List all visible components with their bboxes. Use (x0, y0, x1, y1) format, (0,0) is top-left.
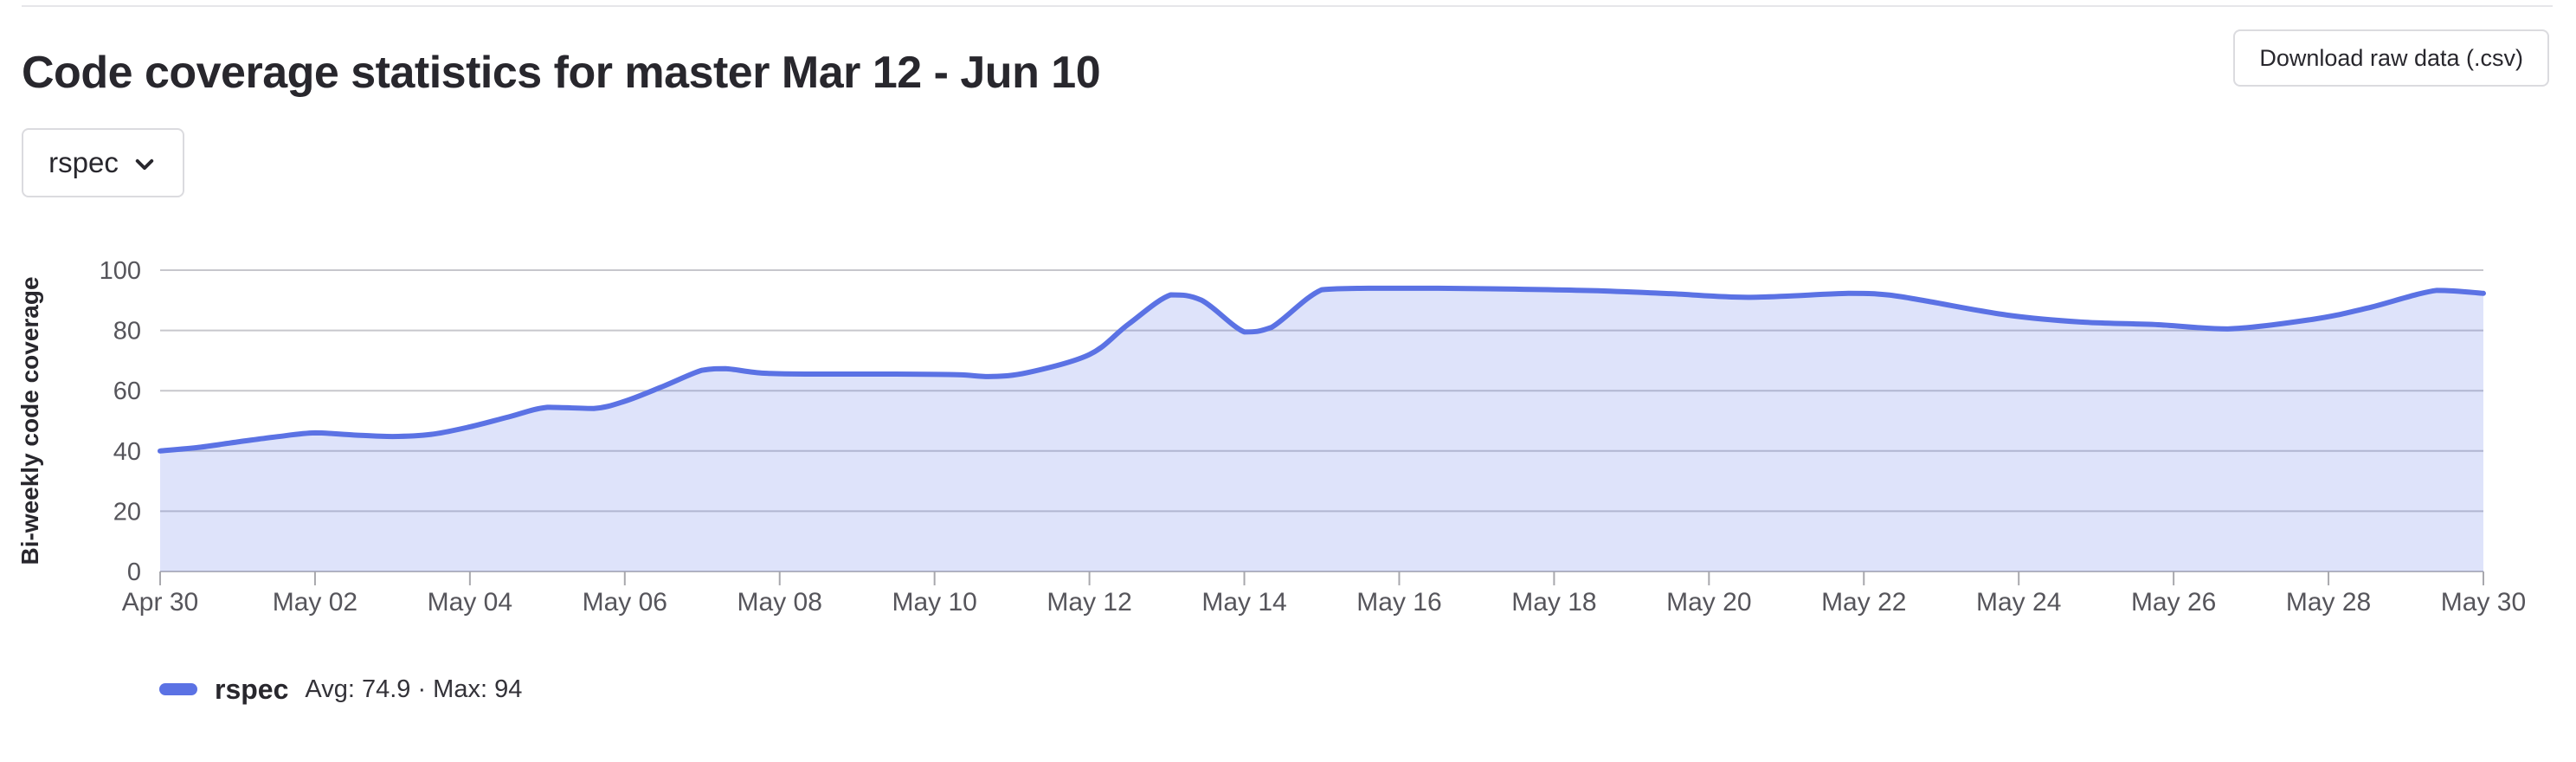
svg-text:100: 100 (100, 257, 141, 285)
grid-lines (160, 269, 2483, 572)
svg-text:Apr 30: Apr 30 (122, 588, 198, 617)
svg-text:May 10: May 10 (892, 588, 976, 617)
svg-text:May 12: May 12 (1046, 588, 1131, 617)
svg-text:May 02: May 02 (273, 588, 357, 617)
svg-text:40: 40 (113, 438, 141, 466)
area-fill (160, 287, 2483, 572)
svg-text:May 24: May 24 (1976, 588, 2061, 617)
svg-text:60: 60 (113, 378, 141, 405)
svg-text:May 18: May 18 (1511, 588, 1596, 617)
svg-text:May 04: May 04 (428, 588, 512, 617)
y-axis-title: Bi-weekly code coverage (16, 276, 43, 565)
legend-series-stats: Avg: 74.9 · Max: 94 (305, 675, 523, 703)
svg-text:0: 0 (127, 559, 141, 586)
legend-series-name: rspec (215, 673, 289, 705)
x-axis-labels: Apr 30 May 02 May 04 May 06 May 08 May 10 May … (122, 588, 2526, 617)
x-axis-ticks (159, 572, 2484, 585)
top-divider (22, 5, 2553, 7)
area-chart-svg: 0 20 40 60 80 100 Apr 30 May 02 May 04 May 06 May … (16, 257, 2526, 617)
svg-text:May 30: May 30 (2441, 588, 2526, 617)
svg-text:May 14: May 14 (1201, 588, 1286, 617)
legend-swatch (159, 683, 197, 695)
chevron-down-icon (135, 158, 154, 171)
svg-text:May 28: May 28 (2286, 588, 2371, 617)
dropdown-selected-label: rspec (48, 146, 119, 178)
svg-text:May 06: May 06 (583, 588, 667, 617)
y-axis-labels: 0 20 40 60 80 100 (100, 257, 141, 586)
svg-text:May 26: May 26 (2131, 588, 2216, 617)
svg-text:May 20: May 20 (1666, 588, 1751, 617)
download-csv-button[interactable]: Download raw data (.csv) (2233, 29, 2549, 87)
chart-legend-item-rspec[interactable]: rspec Avg: 74.9 · Max: 94 (159, 668, 522, 710)
svg-text:May 22: May 22 (1821, 588, 1906, 617)
page-title: Code coverage statistics for master Mar … (22, 48, 1101, 98)
svg-text:May 08: May 08 (737, 588, 822, 617)
coverage-job-dropdown[interactable]: rspec (22, 128, 184, 197)
coverage-line (158, 285, 2486, 454)
svg-text:80: 80 (113, 318, 141, 345)
svg-text:20: 20 (113, 498, 141, 526)
svg-text:May 16: May 16 (1356, 588, 1441, 617)
coverage-area-chart[interactable]: 0 20 40 60 80 100 Apr 30 May 02 May 04 May 06 May … (0, 253, 2576, 629)
